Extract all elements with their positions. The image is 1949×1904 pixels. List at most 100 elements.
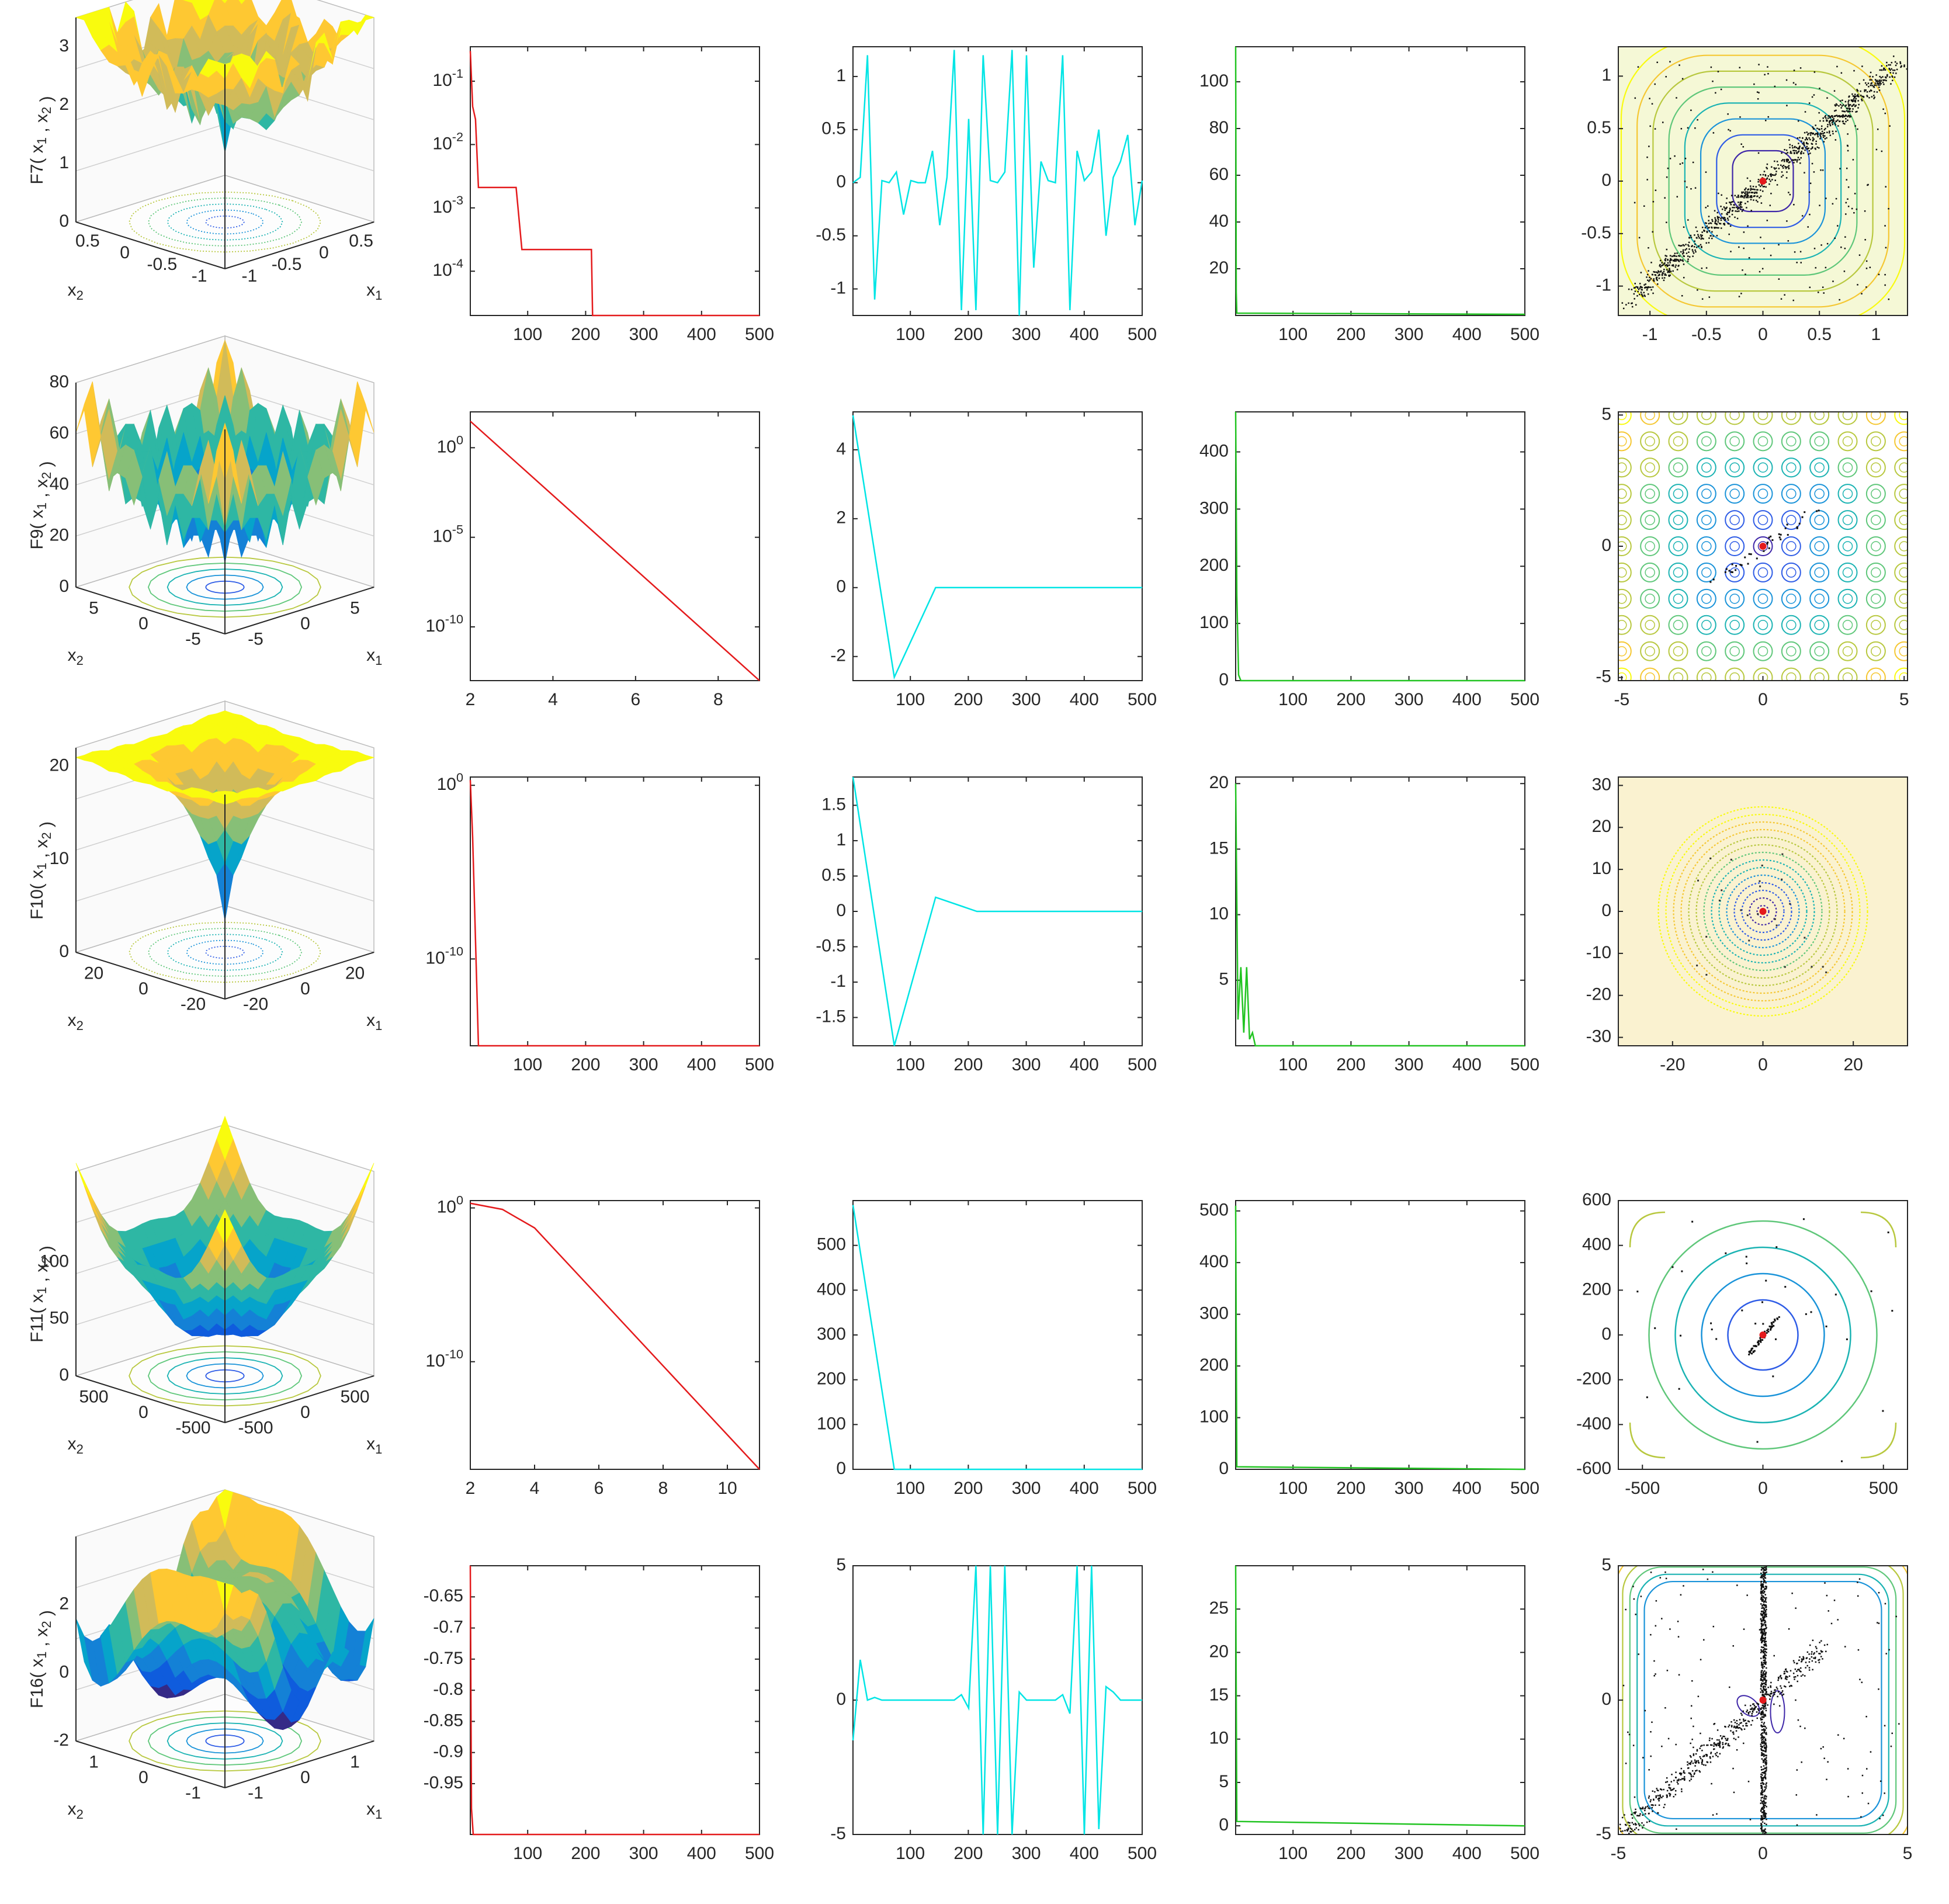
y-tick-label: 100 [817, 1414, 846, 1433]
search-point [1780, 538, 1782, 540]
search-point [1644, 1809, 1646, 1812]
search-point [1673, 1780, 1675, 1781]
search-point [1753, 83, 1755, 85]
search-point [1721, 194, 1722, 196]
search-point [1765, 1655, 1767, 1656]
search-point [1761, 1679, 1763, 1681]
search-point [1729, 130, 1731, 132]
search-point [1764, 1636, 1767, 1639]
search-point [1899, 63, 1902, 64]
search-point [1633, 293, 1635, 295]
search-point [1761, 1690, 1764, 1693]
search-point [1764, 1572, 1766, 1574]
surface-mesh [75, 1489, 374, 1730]
search-point [1787, 166, 1789, 168]
search-point [1767, 72, 1769, 75]
search-point [1825, 117, 1827, 119]
search-point [1761, 1707, 1763, 1709]
z-tick-label: 20 [50, 756, 69, 775]
search-point [1738, 195, 1739, 196]
search-point [1851, 207, 1853, 210]
search-point [1713, 1743, 1715, 1745]
contour-line [1809, 536, 1830, 556]
search-point [1825, 115, 1827, 117]
search-point [1648, 1820, 1650, 1822]
search-point [1763, 1695, 1765, 1697]
search-point [1857, 107, 1859, 109]
contour-line [1668, 588, 1688, 609]
x-tick-label: 200 [1336, 1844, 1365, 1863]
search-point [1668, 1792, 1670, 1795]
search-point [1673, 255, 1675, 257]
search-point [1761, 1711, 1764, 1713]
search-point [1723, 219, 1726, 221]
search-point [1828, 132, 1830, 134]
search-point [1784, 527, 1787, 529]
search-point [1634, 287, 1636, 289]
search-point [1760, 1619, 1763, 1622]
search-point [1747, 1720, 1749, 1722]
y-tick-label: 5 [89, 598, 99, 618]
subscript: 1 [375, 1018, 382, 1033]
search-point [1738, 210, 1740, 212]
search-point [1636, 286, 1639, 288]
search-point [1888, 64, 1890, 66]
contour-line [1837, 641, 1858, 661]
contour-line [1781, 667, 1801, 681]
search-point [1709, 581, 1712, 583]
convergence-line [470, 421, 760, 681]
contour-line [1729, 515, 1740, 525]
search-point [1777, 1695, 1778, 1698]
search-point [1733, 1719, 1735, 1721]
y-tick-label: 0.5 [821, 119, 846, 138]
search-point [1648, 145, 1650, 147]
search-point [1678, 265, 1680, 266]
search-point [1729, 225, 1732, 227]
search-point [1636, 1291, 1639, 1293]
search-point [1801, 1658, 1803, 1660]
search-point [1760, 1657, 1762, 1659]
search-point [1873, 98, 1875, 99]
search-point [1763, 1575, 1765, 1577]
contour-line [1871, 436, 1881, 447]
contour-line [1753, 536, 1773, 556]
search-point [1634, 290, 1636, 292]
search-point [1881, 150, 1883, 152]
search-point [1834, 1293, 1837, 1296]
search-point [1634, 283, 1636, 285]
search-point [1763, 1655, 1764, 1657]
search-point [1841, 105, 1843, 107]
search-point [1786, 523, 1788, 526]
search-point [1789, 193, 1791, 196]
search-point [1816, 132, 1819, 134]
search-point [1718, 223, 1721, 224]
search-point [1765, 1702, 1767, 1705]
plot-area [852, 411, 1143, 681]
search-point [1760, 1782, 1762, 1784]
search-point [1856, 110, 1858, 113]
contour-line [1814, 672, 1825, 681]
contour-line [1809, 431, 1830, 452]
search-point [1688, 237, 1690, 239]
search-point [1815, 267, 1817, 269]
contour-line [1640, 484, 1660, 504]
search-point [1763, 1703, 1766, 1705]
search-point [1696, 965, 1698, 967]
search-point [1763, 1799, 1765, 1802]
contour-line [1725, 667, 1745, 681]
search-point [1765, 1661, 1767, 1663]
search-point [1869, 79, 1871, 81]
search-point [1766, 1818, 1767, 1820]
search-point [1704, 222, 1707, 224]
x2-axis-label: x2 [68, 646, 84, 668]
search-point [1764, 1613, 1766, 1615]
search-point [1761, 1758, 1763, 1760]
search-point [1766, 163, 1768, 165]
search-point [1766, 1746, 1767, 1748]
search-point [1732, 201, 1734, 203]
x-tick-label: 400 [1452, 1844, 1482, 1863]
search-point [1844, 247, 1846, 249]
y-tick-label: 10-1 [432, 66, 463, 90]
contour-line [1618, 594, 1627, 604]
search-point [1765, 1783, 1767, 1785]
